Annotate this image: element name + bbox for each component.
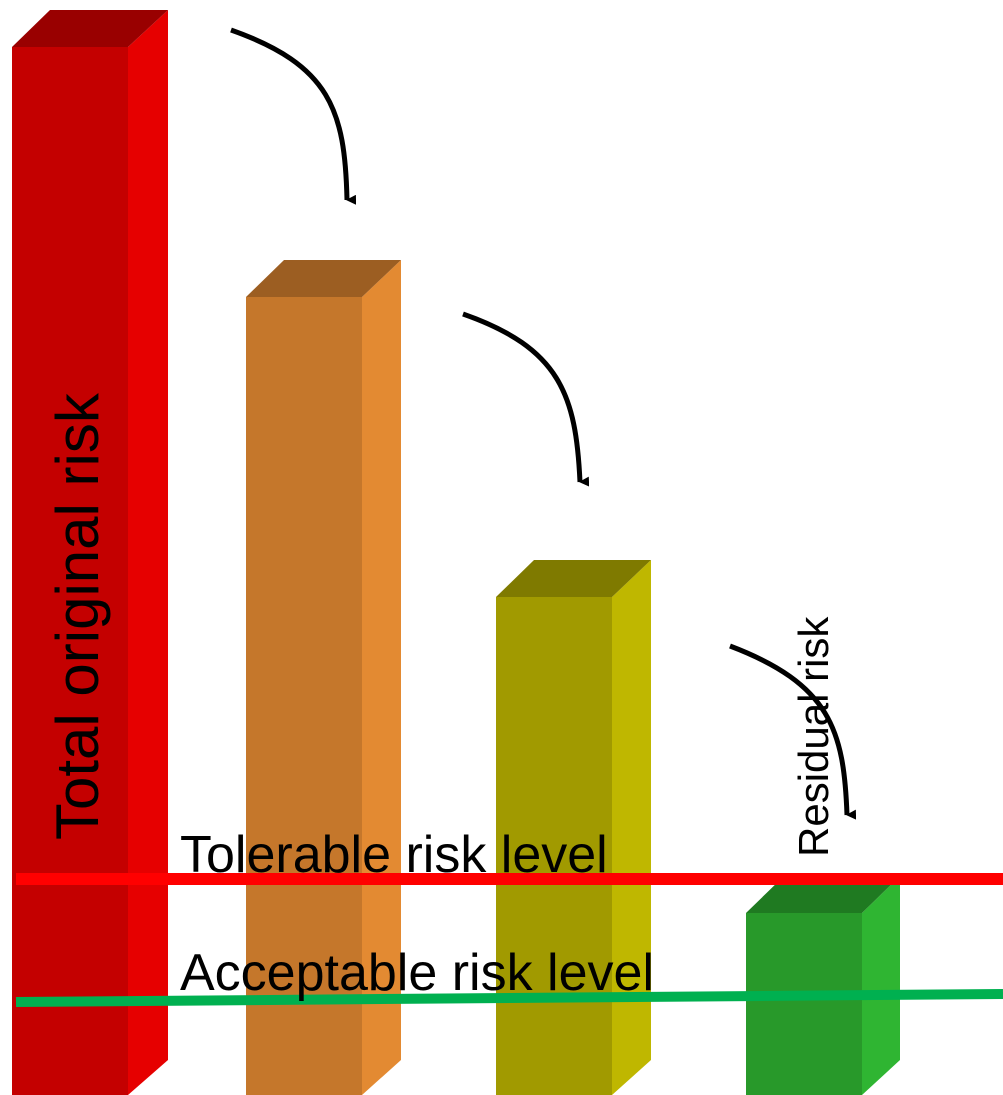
total-original-risk-label: Total original risk (44, 392, 111, 840)
bar-top (496, 560, 651, 597)
bar-total-original-risk (12, 10, 168, 1095)
acceptable-risk-line (15, 989, 1003, 1007)
bar-front (12, 47, 128, 1095)
bar-2 (246, 260, 401, 1095)
bar-front (496, 597, 612, 1095)
bar-residual-risk (746, 876, 900, 1095)
reduction-arrow-1 (230, 27, 357, 205)
bar-3 (496, 560, 651, 1095)
bar-side (612, 560, 651, 1095)
bar-side (862, 876, 900, 1095)
bar-top (12, 10, 168, 47)
bar-front (746, 913, 862, 1095)
reduction-arrow-2 (462, 311, 590, 487)
residual-risk-label: Residual risk (790, 616, 837, 857)
bar-side (128, 10, 168, 1095)
acceptable-risk-label: Acceptable risk level (180, 944, 654, 1002)
reduction-arrow-3 (729, 643, 857, 820)
bar-side (362, 260, 401, 1095)
bar-top (746, 876, 900, 913)
bar-top (246, 260, 401, 297)
bar-front (246, 297, 362, 1095)
tolerable-risk-label: Tolerable risk level (180, 826, 608, 884)
